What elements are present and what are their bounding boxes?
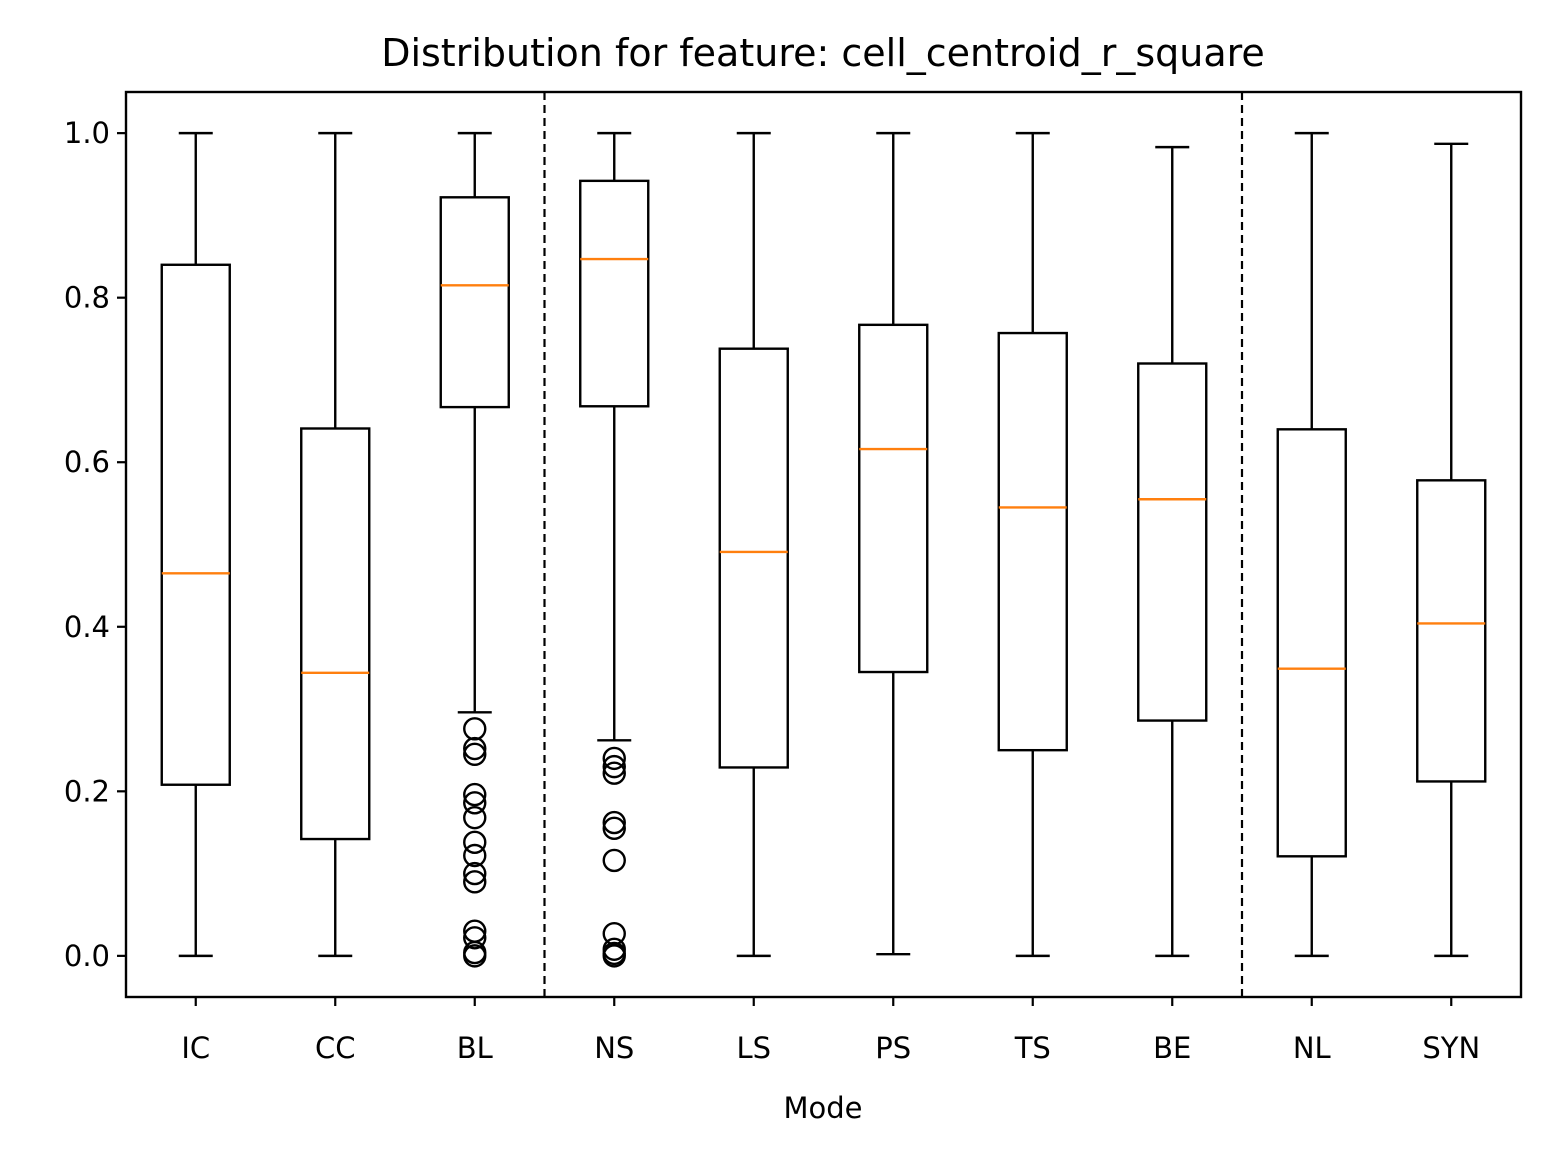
x-tick-label: SYN	[1422, 1031, 1480, 1065]
iqr-box	[1416, 479, 1487, 783]
iqr-box	[718, 347, 789, 769]
outlier-point	[463, 870, 487, 894]
box-group-syn	[1416, 142, 1487, 958]
y-tick-label: 0.6	[64, 445, 110, 479]
x-tick-label: CC	[315, 1031, 356, 1065]
outlier-point	[463, 717, 487, 741]
x-tick-label: LS	[736, 1031, 771, 1065]
box-group-bl	[439, 131, 510, 968]
outlier-point	[602, 848, 626, 873]
box-group-be	[1137, 145, 1208, 958]
y-tick-label: 0.8	[64, 281, 110, 315]
box-group-ts	[997, 131, 1068, 958]
chart-title: Distribution for feature: cell_centroid_…	[381, 31, 1265, 75]
box-group-cc	[300, 131, 371, 958]
outlier-point	[602, 754, 626, 779]
outlier-point	[602, 944, 626, 968]
box-group-ps	[858, 131, 929, 956]
x-tick-label: NL	[1293, 1031, 1331, 1065]
box-group-ic	[160, 131, 231, 958]
outlier-point	[602, 761, 626, 785]
y-tick-label: 0.4	[64, 610, 110, 644]
outlier-point	[463, 843, 487, 868]
box-group-ls	[718, 131, 789, 958]
plot-area-frame	[124, 90, 1523, 999]
outlier-point	[602, 816, 626, 841]
iqr-box	[160, 263, 231, 786]
x-tick-label: BL	[457, 1031, 493, 1065]
outlier-point	[463, 926, 487, 950]
x-tick-label: PS	[875, 1031, 911, 1065]
y-tick-label: 0.2	[64, 774, 110, 808]
box-group-ns	[579, 131, 650, 968]
y-tick-label: 1.0	[64, 116, 110, 150]
outlier-point	[463, 805, 487, 830]
outlier-point	[463, 782, 487, 807]
iqr-box	[1137, 362, 1208, 722]
iqr-box	[439, 196, 510, 409]
x-tick-label: IC	[181, 1031, 210, 1065]
box-group-nl	[1276, 131, 1347, 958]
outlier-point	[463, 736, 487, 761]
outlier-point	[602, 921, 626, 946]
x-tick-label: TS	[1014, 1031, 1051, 1065]
outlier-point	[602, 810, 626, 835]
iqr-box	[579, 179, 650, 408]
y-tick-label: 0.0	[64, 939, 110, 973]
outlier-point	[463, 944, 487, 968]
x-tick-label: NS	[594, 1031, 634, 1065]
x-tick-label: BE	[1153, 1031, 1191, 1065]
plot-marks	[160, 92, 1487, 997]
x-axis: IC CC BL NS LS PS TS BE NL SYN	[181, 997, 1480, 1065]
outlier-point	[602, 746, 626, 771]
y-axis: 0.0 0.2 0.4 0.6 0.8 1.0	[64, 116, 126, 973]
iqr-box	[1276, 428, 1347, 858]
outlier-point	[463, 861, 487, 886]
iqr-box	[997, 331, 1068, 752]
outlier-point	[463, 742, 487, 766]
outlier-point	[463, 791, 487, 815]
outlier-point	[463, 830, 487, 855]
iqr-box	[858, 323, 929, 674]
iqr-box	[300, 427, 371, 841]
x-axis-label: Mode	[783, 1091, 862, 1125]
